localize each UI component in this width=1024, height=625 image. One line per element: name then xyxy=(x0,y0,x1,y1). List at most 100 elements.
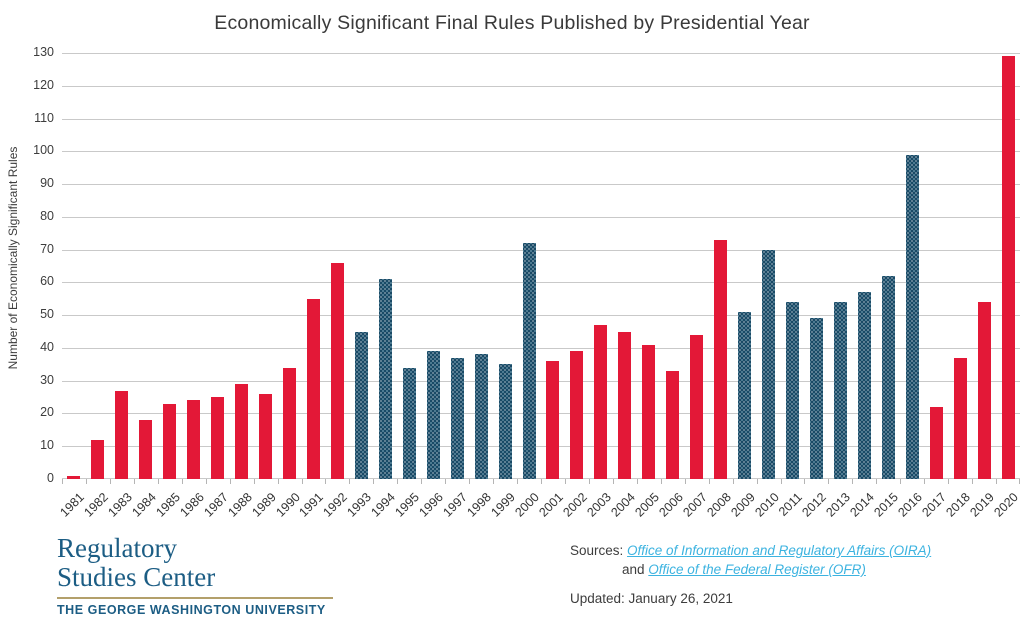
y-axis-tick-labels: 0 10 20 30 40 50 60 70 80 90 100 110 120 130 xyxy=(0,45,54,485)
sources-block: Sources: Office of Information and Regul… xyxy=(570,541,931,579)
x-axis-tick xyxy=(421,479,423,484)
bar-2010 xyxy=(762,249,776,479)
bar-2009 xyxy=(738,311,752,479)
x-axis-tick xyxy=(253,479,255,484)
y-tick-label-10: 10 xyxy=(40,438,54,453)
x-axis-tick xyxy=(732,479,734,484)
logo-line-studies-center: Studies Center xyxy=(57,562,216,592)
x-axis-tick xyxy=(469,479,471,484)
x-axis-tick xyxy=(804,479,806,484)
bar-1984 xyxy=(139,420,153,479)
bar-2002 xyxy=(570,351,584,479)
gridline-100 xyxy=(62,151,1020,153)
y-tick-label-120: 120 xyxy=(33,77,54,92)
y-tick-label-50: 50 xyxy=(40,307,54,322)
bar-2020 xyxy=(1001,56,1015,479)
bar-2001 xyxy=(546,361,560,479)
gridline-130 xyxy=(62,53,1020,54)
plot-area xyxy=(62,53,1020,484)
gridline-120 xyxy=(62,85,1020,87)
bar-1985 xyxy=(163,403,177,479)
gridline-10 xyxy=(62,446,1020,448)
x-axis-tick xyxy=(780,479,782,484)
x-axis-tick xyxy=(708,479,710,484)
y-tick-label-20: 20 xyxy=(40,405,54,420)
x-axis-tick xyxy=(588,479,590,484)
sources-conjunction: and xyxy=(622,562,645,577)
x-axis-tick xyxy=(1019,479,1020,484)
x-axis-tick xyxy=(996,479,998,484)
gridline-30 xyxy=(62,380,1020,382)
x-axis-tick xyxy=(852,479,854,484)
x-axis-tick xyxy=(828,479,830,484)
x-axis-tick xyxy=(541,479,542,484)
y-tick-label-70: 70 xyxy=(40,241,54,256)
x-axis-tick xyxy=(564,479,566,484)
bar-2003 xyxy=(594,325,608,479)
x-axis-tick xyxy=(109,479,111,484)
x-axis-tick xyxy=(181,479,183,484)
bar-1982 xyxy=(91,439,105,479)
ofr-link[interactable]: Office of the Federal Register (OFR) xyxy=(648,562,866,577)
sources-line-1: Sources: Office of Information and Regul… xyxy=(570,541,931,560)
bar-2011 xyxy=(785,302,799,479)
bar-2016 xyxy=(905,154,919,479)
bar-2013 xyxy=(833,302,847,479)
bar-1998 xyxy=(474,354,488,479)
y-tick-label-60: 60 xyxy=(40,274,54,289)
bar-2014 xyxy=(857,292,871,479)
bar-1996 xyxy=(426,351,440,479)
x-axis-tick xyxy=(636,479,638,484)
gridline-60 xyxy=(62,282,1020,284)
y-tick-label-80: 80 xyxy=(40,208,54,223)
x-axis-tick xyxy=(133,479,135,484)
bar-2018 xyxy=(953,357,967,479)
chart-title: Economically Significant Final Rules Pub… xyxy=(214,12,810,34)
x-axis-tick xyxy=(517,479,519,484)
sources-line-2: and Office of the Federal Register (OFR) xyxy=(622,560,931,579)
y-tick-label-0: 0 xyxy=(47,471,54,485)
x-axis-tick xyxy=(205,479,207,484)
x-axis-tick xyxy=(157,479,159,484)
bar-2004 xyxy=(618,331,632,479)
x-axis-tick xyxy=(612,479,614,484)
sources-label: Sources: xyxy=(570,543,624,558)
gridline-20 xyxy=(62,413,1020,415)
x-axis-tick xyxy=(85,479,87,484)
gridline-50 xyxy=(62,315,1020,317)
logo-line-regulatory: Regulatory xyxy=(57,533,177,563)
gridline-80 xyxy=(62,216,1020,218)
y-tick-label-130: 130 xyxy=(33,45,54,59)
gridline-70 xyxy=(62,249,1020,251)
gridline-0 xyxy=(62,478,1020,479)
x-axis-tick xyxy=(397,479,399,484)
bar-1990 xyxy=(283,367,297,479)
bar-1997 xyxy=(450,357,464,479)
x-axis-tick xyxy=(684,479,686,484)
regulatory-studies-center-logo: Regulatory Studies Center THE GEORGE WAS… xyxy=(57,534,333,625)
bar-2006 xyxy=(666,370,680,479)
bar-2015 xyxy=(881,275,895,479)
x-axis-tick xyxy=(325,479,327,484)
x-axis-labels: 1981 1982 1983 1984 1985 1986 1987 1988 1989 1990… xyxy=(57,484,1021,532)
bar-2007 xyxy=(690,334,704,479)
gridline-40 xyxy=(62,347,1020,349)
y-tick-label-110: 110 xyxy=(34,110,54,125)
x-axis-tick xyxy=(876,479,878,484)
bar-1983 xyxy=(115,390,129,479)
bar-2012 xyxy=(809,318,823,479)
bar-2005 xyxy=(642,344,656,479)
bar-1994 xyxy=(378,279,392,479)
x-axis-tick xyxy=(277,479,279,484)
x-axis-tick xyxy=(493,479,495,484)
x-axis-tick xyxy=(445,479,447,484)
bar-2017 xyxy=(929,406,943,479)
bar-1989 xyxy=(259,393,273,479)
oira-link[interactable]: Office of Information and Regulatory Aff… xyxy=(627,543,932,558)
y-tick-label-100: 100 xyxy=(33,143,54,158)
bar-1991 xyxy=(306,298,320,479)
x-axis-tick xyxy=(756,479,758,484)
bar-2000 xyxy=(522,243,536,479)
x-axis-tick xyxy=(972,479,974,484)
